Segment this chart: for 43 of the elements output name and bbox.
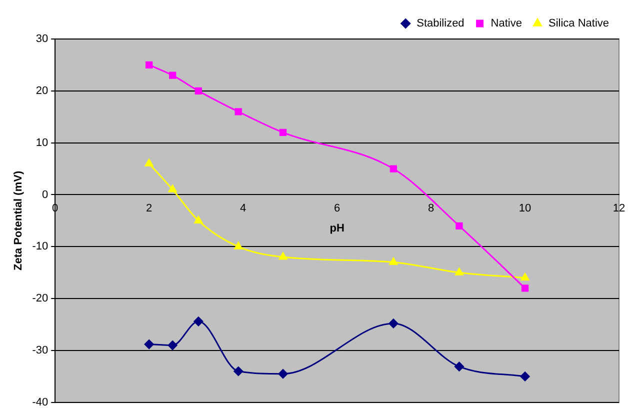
point xyxy=(278,252,288,260)
point xyxy=(144,158,154,166)
point xyxy=(278,369,288,379)
point xyxy=(390,165,398,172)
point xyxy=(454,362,464,372)
legend-label: Silica Native xyxy=(548,18,610,30)
point xyxy=(520,372,530,382)
point xyxy=(234,366,244,376)
point xyxy=(146,61,153,69)
y-axis-title: Zeta Potential (mV) xyxy=(12,170,25,271)
point xyxy=(144,340,154,350)
point xyxy=(389,257,398,265)
y-tick-label: -10 xyxy=(32,240,48,253)
point xyxy=(194,87,202,94)
y-tick-label: 10 xyxy=(36,136,48,149)
point xyxy=(456,222,463,230)
y-tick-label: 30 xyxy=(36,33,48,46)
y-tick-label: -20 xyxy=(32,292,48,305)
point xyxy=(234,242,243,250)
x-axis-title: pH xyxy=(330,222,344,235)
point xyxy=(169,72,176,79)
point xyxy=(521,284,529,292)
point xyxy=(194,316,204,326)
x-tick-label: 4 xyxy=(240,202,246,214)
x-tick-label: 6 xyxy=(334,202,340,214)
point xyxy=(279,128,287,136)
x-tick-label: 12 xyxy=(612,202,626,214)
point xyxy=(234,108,242,116)
point xyxy=(168,340,178,350)
y-tick-label: 0 xyxy=(42,188,48,201)
point xyxy=(520,273,530,281)
point xyxy=(388,318,398,328)
point xyxy=(455,268,464,276)
legend-label: Native xyxy=(490,18,522,30)
x-tick-label: 8 xyxy=(428,202,434,214)
point xyxy=(194,216,203,224)
legend-label: Stabilized xyxy=(416,18,464,30)
y-tick-label: 20 xyxy=(36,84,48,97)
point xyxy=(168,184,177,192)
y-tick-label: -30 xyxy=(32,344,48,357)
y-tick-label: -40 xyxy=(32,396,48,408)
x-tick-label: 10 xyxy=(518,202,532,214)
x-tick-label: 2 xyxy=(146,202,152,214)
